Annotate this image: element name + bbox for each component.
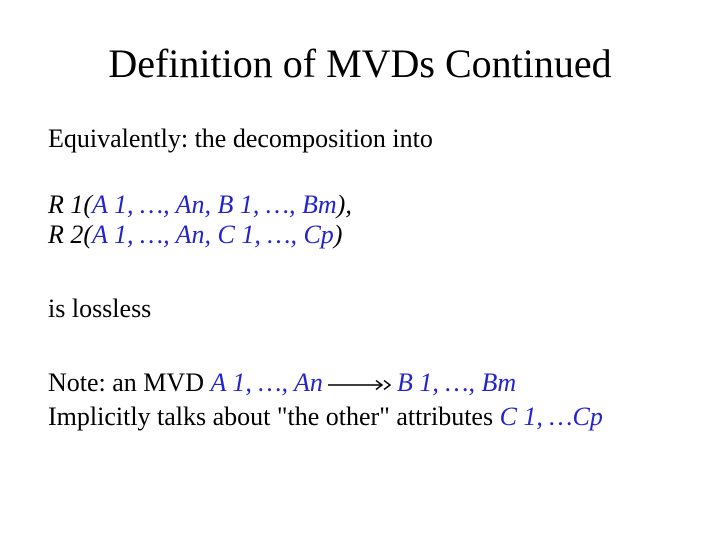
- r1-args: A 1, …, An, B 1, …, Bm: [92, 190, 337, 219]
- note-line-2a: Implicitly talks about "the other" attri…: [48, 402, 500, 431]
- lossless-line: is lossless: [48, 294, 672, 324]
- r1-prefix: R 1(: [48, 190, 92, 219]
- r2-suffix: ): [334, 220, 343, 249]
- note-line-2: Implicitly talks about "the other" attri…: [48, 402, 672, 432]
- note-other-attrs: C 1, …Cp: [500, 402, 603, 431]
- r1-suffix: ),: [337, 190, 352, 219]
- relation-r2: R 2(A 1, …, An, C 1, …, Cp): [48, 220, 342, 250]
- slide: Definition of MVDs Continued Equivalentl…: [0, 0, 720, 540]
- r2-args: A 1, …, An, C 1, …, Cp: [92, 220, 334, 249]
- slide-title: Definition of MVDs Continued: [48, 40, 672, 87]
- note-prefix: Note: an MVD: [48, 368, 210, 397]
- mvd-arrow-icon: [327, 378, 391, 392]
- intro-line: Equivalently: the decomposition into: [48, 123, 672, 156]
- note-line-1: Note: an MVD A 1, …, An B 1, …, Bm: [48, 368, 672, 398]
- mvd-lhs: A 1, …, An: [210, 368, 322, 397]
- r2-prefix: R 2(: [48, 220, 92, 249]
- decomposition-line: R 1(A 1, …, An, B 1, …, Bm), R 2(A 1, …,…: [48, 190, 672, 250]
- mvd-rhs: B 1, …, Bm: [397, 368, 516, 397]
- relation-r1: R 1(A 1, …, An, B 1, …, Bm),: [48, 190, 352, 220]
